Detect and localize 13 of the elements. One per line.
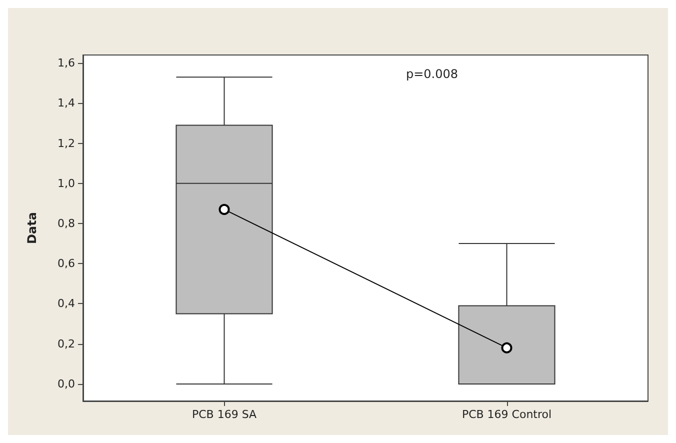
y-axis-title: Data [25, 212, 39, 244]
y-tick-label: 1,0 [58, 176, 75, 190]
y-tick-label: 0,4 [58, 297, 75, 310]
y-tick-label: 0,8 [58, 216, 75, 230]
y-tick-label: 1,2 [58, 136, 75, 150]
y-tick-label: 0,0 [58, 377, 75, 390]
y-tick-label: 0,6 [58, 257, 75, 270]
y-tick-label: 1,6 [58, 56, 75, 70]
x-tick-label: PCB 169 Control [462, 408, 552, 421]
annotation: p=0.008 [406, 67, 458, 81]
y-tick-label: 0,2 [58, 337, 75, 350]
x-tick-label: PCB 169 SA [192, 408, 258, 421]
y-tick-label: 1,4 [58, 96, 75, 110]
